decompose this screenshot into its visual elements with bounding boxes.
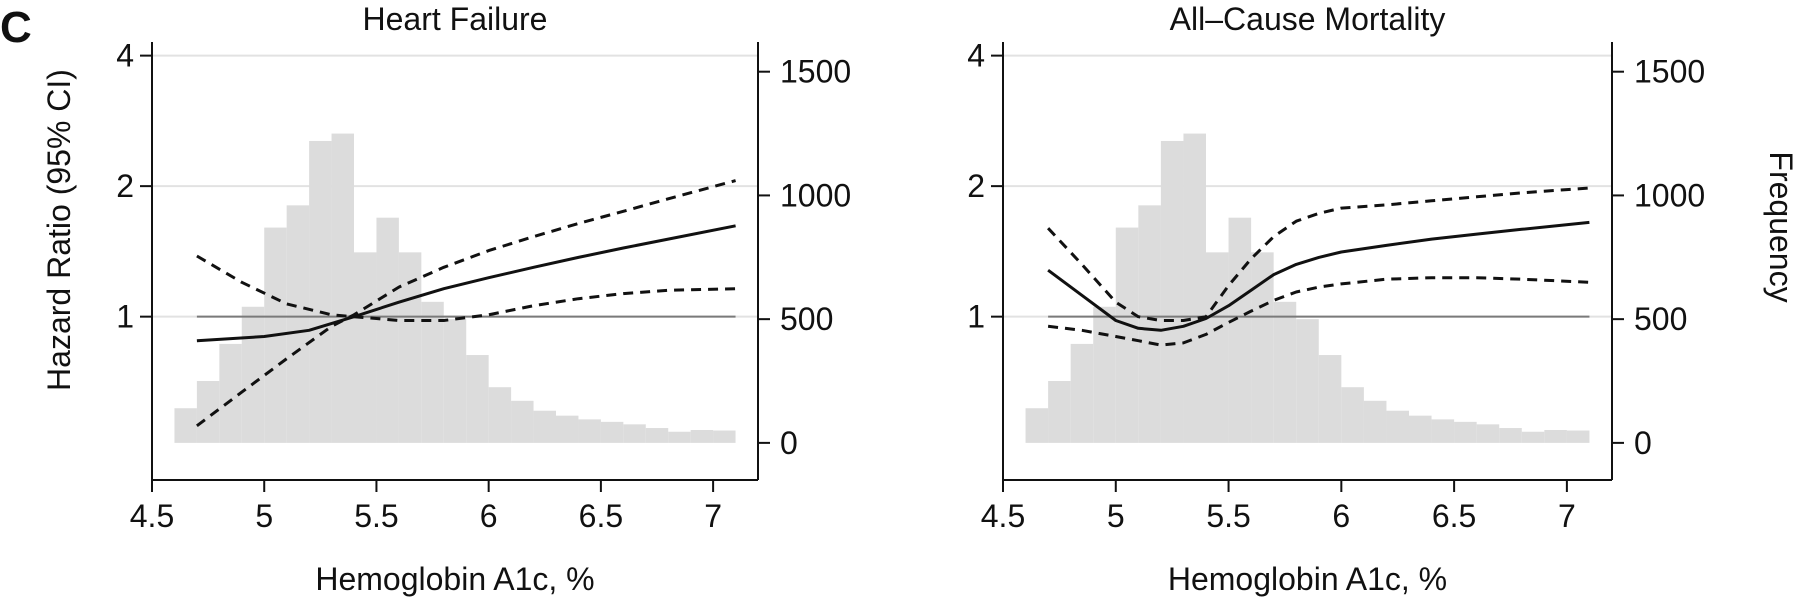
x-tick-label: 4.5 [130,498,174,534]
histogram-bar [1206,252,1229,443]
histogram-bar [1183,133,1206,443]
x-tick-label: 7 [1558,498,1576,534]
x-axis-title-all-cause-mortality: Hemoglobin A1c, % [1168,561,1447,597]
histogram-bar [556,415,579,443]
histogram-bar [1521,431,1545,443]
y-right-tick-label: 0 [1634,425,1652,461]
histogram-bar [421,301,444,443]
hazard-ratio-line [196,224,736,343]
x-tick-label: 6 [480,498,498,534]
histogram-bar [1115,227,1139,443]
histogram-bar [376,217,399,443]
histogram-bar [600,421,624,443]
x-tick-label: 6 [1332,498,1350,534]
histogram-bar [443,319,467,443]
y-left-tick-label: 1 [116,299,134,335]
y-left-tick-label: 2 [967,168,985,204]
histogram-bar [1093,306,1116,443]
histogram-bar [1476,424,1500,443]
histogram-bar [1363,400,1387,443]
x-axis-title-heart-failure: Hemoglobin A1c, % [315,561,594,597]
y-right-tick-label: 1500 [1634,54,1705,90]
panel-title-all-cause-mortality: All–Cause Mortality [1170,1,1446,37]
histogram-bar [1566,430,1590,443]
histogram-bar [1318,355,1342,443]
panel-all-cause-mortality: 1 2 4 0 500 1000 1500 4.5 5 5.5 6 6.5 7 Hemoglobin A1… [967,0,1705,597]
y-right-tick-label: 1000 [1634,177,1705,213]
histogram-bar [1251,252,1274,443]
histogram-bar [690,430,714,443]
histogram-bar [1341,387,1364,443]
y-axis-right-label: Frequency [1763,151,1799,302]
histogram-bar [286,205,310,443]
histogram-bar [1048,381,1071,443]
histogram-bar [1160,140,1184,443]
x-tick-label: 6.5 [1432,498,1476,534]
x-tick-label: 6.5 [579,498,623,534]
histogram-bar [1138,205,1161,443]
histogram-bar [1544,430,1567,443]
y-right-tick-label: 500 [780,301,833,337]
histogram-bar [354,252,377,443]
ci-bound-line-2 [1047,276,1590,347]
histogram-bar [1296,319,1319,443]
histogram-bar [1386,410,1409,443]
x-tick-label: 5 [255,498,273,534]
histogram-bar [645,428,669,443]
histogram-bar [488,387,512,443]
histogram-bar [219,343,242,443]
y-axis-left-label: Hazard Ratio (95% CI) [41,69,77,391]
panel-title-heart-failure: Heart Failure [363,1,548,37]
histogram-bar [309,140,332,443]
histogram-bar [331,133,354,443]
y-left-tick-label: 2 [116,168,134,204]
histogram-bar [466,355,489,443]
title-background [350,0,560,40]
histogram-bar [1454,421,1477,443]
histogram-bar [1273,301,1297,443]
y-right-tick-label: 1500 [780,54,851,90]
histogram-bar [1409,415,1432,443]
x-tick-label: 7 [704,498,722,534]
y-left-tick-label: 1 [967,299,985,335]
y-right-tick-label: 0 [780,425,798,461]
panel-heart-failure: 1 2 4 0 500 1000 1500 4.5 5 5.5 6 6.5 7 Hemoglobin A1… [116,0,851,597]
histogram-bar [533,410,556,443]
histogram-bar [713,430,736,443]
ci-bound-line-1 [1047,186,1590,322]
title-background [1157,0,1458,40]
histogram-bar [241,306,265,443]
histogram-bar [668,431,691,443]
panel-letter: C [0,3,32,52]
histogram-bar [1228,217,1252,443]
hazard-ratio-line [1047,220,1590,332]
x-tick-label: 4.5 [981,498,1025,534]
y-right-tick-label: 1000 [780,177,851,213]
ci-bound-line-2 [195,179,736,427]
histogram-bar [1070,343,1094,443]
y-left-tick-label: 4 [116,38,134,74]
y-right-tick-label: 500 [1634,301,1687,337]
ci-bound-line-1 [196,254,736,322]
histogram-bar [174,408,197,443]
histogram-bar [1431,419,1455,443]
histogram-bar [1025,408,1049,443]
x-tick-label: 5.5 [354,498,398,534]
histogram-bar [511,400,534,443]
histogram-bar [623,424,646,443]
x-tick-label: 5 [1107,498,1125,534]
histogram-bar [196,381,220,443]
y-left-tick-label: 4 [967,38,985,74]
histogram-bar [1499,428,1522,443]
x-tick-label: 5.5 [1206,498,1250,534]
histogram-bar [578,419,601,443]
